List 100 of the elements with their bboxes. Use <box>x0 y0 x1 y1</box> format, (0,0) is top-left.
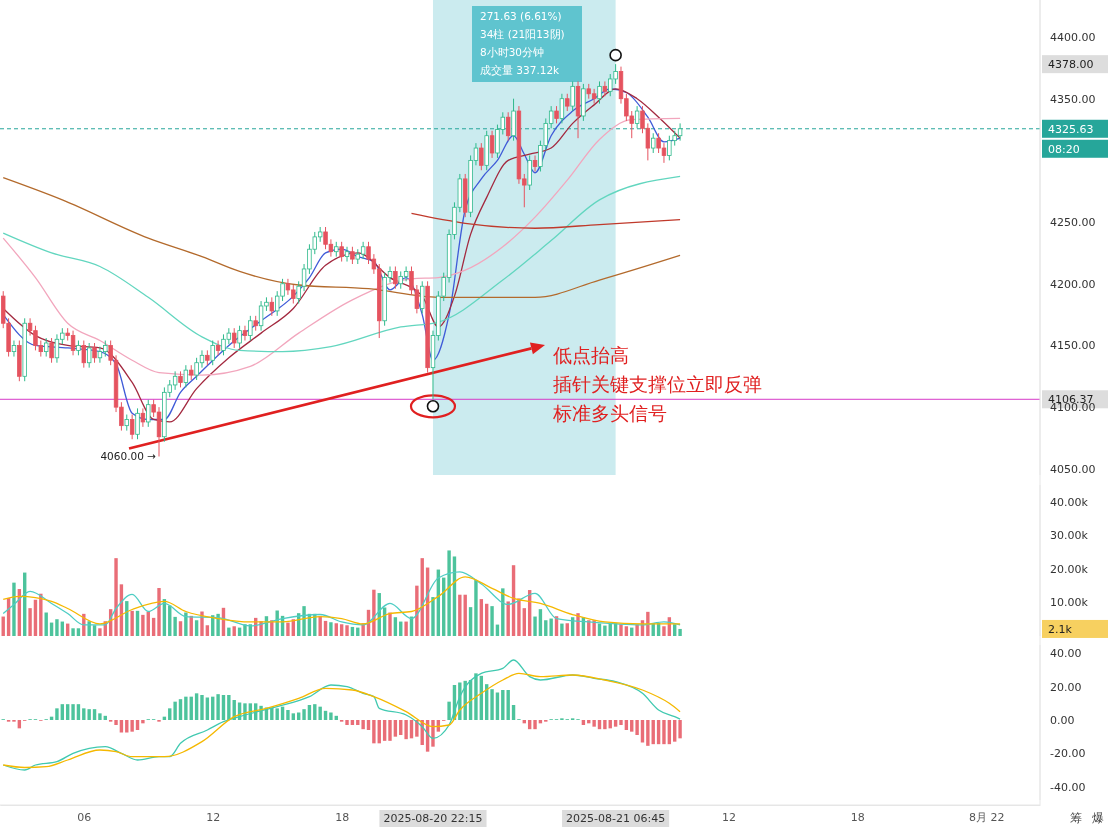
ref-line-label: 4325.63 <box>1048 122 1094 136</box>
y-tick-label: 4250.00 <box>1050 216 1096 230</box>
candlestick <box>651 132 656 154</box>
x-tick-label: 12 <box>721 810 736 824</box>
line-series <box>2 177 681 298</box>
bar <box>678 628 682 636</box>
y-tick-label: 40.00k <box>1050 495 1089 509</box>
bar <box>12 582 16 636</box>
text: 08:20 <box>1048 142 1080 156</box>
bar <box>71 704 75 720</box>
annotation: 8小时30分钟 <box>480 46 545 58</box>
bar <box>646 611 650 636</box>
text: 爆 <box>1092 811 1104 825</box>
bar <box>125 720 129 733</box>
bar <box>157 588 161 636</box>
text: 筹 <box>1070 811 1082 825</box>
bar <box>662 720 666 745</box>
y-tick-label: 30.00k <box>1050 529 1089 543</box>
bar <box>227 695 231 720</box>
candlestick <box>420 280 425 314</box>
bar <box>318 706 322 720</box>
annotation: 34柱 (21阳13阴) <box>480 28 565 40</box>
bar <box>474 579 478 636</box>
bar <box>646 720 650 746</box>
candlestick <box>146 399 151 428</box>
candlestick <box>232 327 237 349</box>
x-tick-label: 18 <box>335 810 350 824</box>
bar <box>98 713 102 720</box>
bar <box>431 597 435 636</box>
candlestick <box>140 407 146 428</box>
bar <box>560 623 564 636</box>
bar <box>173 701 177 720</box>
bar <box>372 720 376 744</box>
candlestick <box>242 325 248 342</box>
bar <box>619 720 623 725</box>
bar <box>372 589 376 636</box>
candlestick <box>269 296 275 317</box>
candlestick <box>49 337 54 364</box>
bar <box>662 626 666 636</box>
y-tick-label: 4350.00 <box>1050 92 1096 106</box>
candlestick <box>559 93 565 124</box>
candlestick <box>479 142 484 171</box>
bar <box>388 720 392 741</box>
bar <box>200 695 204 720</box>
candlestick <box>602 80 608 97</box>
candlestick <box>532 154 538 172</box>
bar <box>55 619 59 636</box>
bar <box>173 616 177 636</box>
bar <box>28 608 32 636</box>
bar <box>640 720 645 743</box>
bar <box>76 628 81 636</box>
candlestick <box>81 340 86 369</box>
line-series <box>2 117 681 376</box>
bar <box>603 625 607 636</box>
bar <box>291 713 296 720</box>
y-tick-label: -20.00 <box>1050 747 1086 761</box>
bar <box>565 623 569 636</box>
bar <box>216 694 220 720</box>
bar <box>361 720 365 730</box>
x-tick-label: 12 <box>206 810 221 824</box>
annotation: 低点抬高 <box>553 344 629 366</box>
candlestick <box>248 315 253 342</box>
bar <box>114 558 118 636</box>
bar <box>339 624 344 636</box>
bar <box>613 720 618 727</box>
candlestick <box>183 364 189 388</box>
bar <box>474 673 478 720</box>
candlestick <box>344 246 350 263</box>
bar <box>329 712 333 720</box>
bar <box>447 701 451 720</box>
candlestick <box>135 407 140 440</box>
bar <box>635 720 639 735</box>
bar <box>592 720 596 727</box>
bar <box>624 626 629 636</box>
bar <box>119 720 124 733</box>
candlestick <box>489 130 495 159</box>
candlestick <box>634 105 640 129</box>
bar <box>318 615 322 636</box>
candlestick <box>505 111 511 142</box>
bar <box>168 708 172 720</box>
bar <box>141 614 145 636</box>
bar <box>227 627 231 636</box>
bar <box>415 585 419 636</box>
annotation: 成交量 337.12k <box>480 64 561 76</box>
bar <box>216 613 220 636</box>
text: 4378.00 <box>1048 58 1094 72</box>
line-series <box>410 212 681 229</box>
bar <box>603 720 607 730</box>
y-tick-label: 20.00 <box>1050 680 1082 694</box>
bar <box>71 628 75 636</box>
x-tick-label: 8月 22 <box>969 810 1005 824</box>
bar <box>329 622 333 636</box>
y-tick-label: 4150.00 <box>1050 339 1096 353</box>
bar <box>141 720 145 724</box>
candlestick <box>86 342 92 369</box>
y-tick-label: 10.00k <box>1050 596 1089 610</box>
bar <box>302 606 306 636</box>
bar <box>630 720 634 732</box>
bar <box>533 616 537 636</box>
bar <box>447 550 451 636</box>
